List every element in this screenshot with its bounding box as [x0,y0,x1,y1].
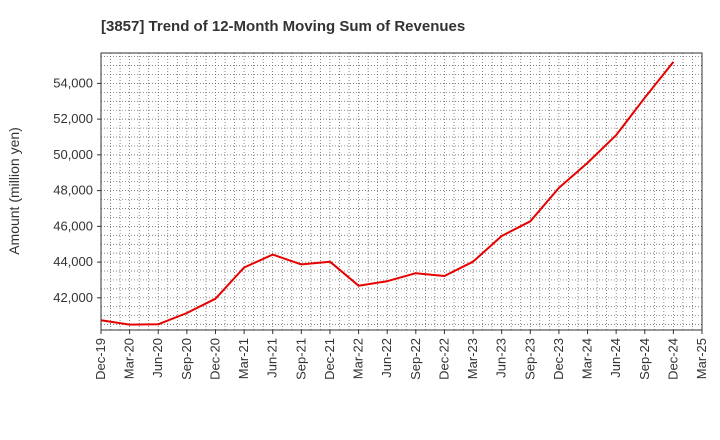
x-tick-label: Dec-21 [322,338,337,380]
x-tick-label: Sep-20 [179,338,194,380]
plot-frame [100,52,703,331]
plot-area [100,52,703,331]
x-tick-label: Sep-23 [522,338,537,380]
x-tick-label: Jun-22 [379,338,394,378]
y-tick-label: 42,000 [53,290,93,305]
x-tick-label: Mar-20 [122,338,137,379]
x-tick-label: Jun-24 [608,338,623,378]
series-line [100,61,675,326]
y-tick-label: 44,000 [53,254,93,269]
x-tick-label: Mar-21 [236,338,251,379]
y-tick-label: 54,000 [53,75,93,90]
x-tick-label: Sep-21 [293,338,308,380]
y-axis: 42,000 44,000 46,000 48,000 50,000 52,000 54,0… [53,75,101,305]
y-axis-label: Amount (million yen) [6,127,22,255]
x-tick-label: Mar-24 [580,338,595,379]
chart-title: [3857] Trend of 12-Month Moving Sum of R… [101,18,465,35]
x-tick-label: Sep-22 [408,338,423,380]
x-tick-label: Dec-24 [665,338,680,380]
x-tick-label: Jun-21 [265,338,280,378]
x-axis: Dec-19 Mar-20 Jun-20 Sep-20 Dec-20 Mar-21 Jun-… [93,330,709,380]
x-tick-label: Sep-24 [637,338,652,380]
x-tick-label: Dec-20 [207,338,222,380]
y-tick-label: 50,000 [53,147,93,162]
y-tick-label: 48,000 [53,183,93,198]
x-tick-label: Mar-23 [465,338,480,379]
x-tick-label: Dec-22 [436,338,451,380]
x-tick-label: Jun-23 [494,338,509,378]
plot-background [101,53,702,330]
y-tick-label: 52,000 [53,111,93,126]
x-tick-label: Dec-19 [93,338,108,380]
x-tick-label: Jun-20 [150,338,165,378]
x-tick-label: Dec-23 [551,338,566,380]
x-tick-label: Mar-22 [351,338,366,379]
y-tick-label: 46,000 [53,218,93,233]
x-tick-label: Mar-25 [694,338,709,379]
